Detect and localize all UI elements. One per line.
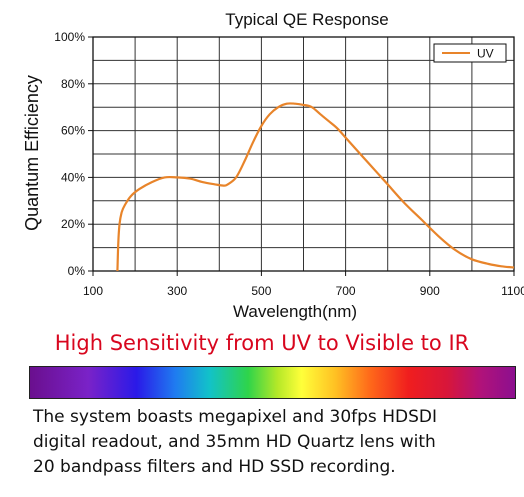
chart-legend: UV bbox=[433, 43, 507, 63]
qe-chart: Typical QE Response 0% 20% 40% 60% 80% 100% 10… bbox=[22, 10, 524, 321]
x-tick-label: 500 bbox=[251, 284, 271, 298]
description-line: 20 bandpass filters and HD SSD recording… bbox=[33, 457, 396, 477]
x-tick-label: 300 bbox=[167, 284, 187, 298]
series-line-uv bbox=[116, 102, 515, 272]
description-line: The system boasts megapixel and 30fps HD… bbox=[33, 407, 437, 427]
x-tick-label: 900 bbox=[420, 284, 440, 298]
y-tick-label: 80% bbox=[61, 77, 85, 91]
chart-axes: 0% 20% 40% 60% 80% 100% 100 300 500 700 900 1100 bbox=[54, 30, 524, 298]
description: The system boasts megapixel and 30fps HD… bbox=[33, 405, 523, 480]
y-axis-label: Quantum Efficiency bbox=[22, 75, 42, 231]
x-tick-label: 1100 bbox=[501, 284, 524, 298]
y-tick-label: 60% bbox=[61, 124, 85, 138]
y-tick-label: 0% bbox=[68, 264, 86, 278]
x-tick-label: 100 bbox=[83, 284, 103, 298]
chart-series bbox=[116, 102, 515, 272]
x-axis-label: Wavelength(nm) bbox=[233, 302, 357, 321]
x-tick-label: 700 bbox=[336, 284, 356, 298]
legend-label: UV bbox=[477, 47, 494, 61]
y-tick-label: 40% bbox=[61, 170, 85, 184]
chart-grid bbox=[93, 37, 514, 271]
spectrum-bar bbox=[29, 366, 516, 399]
headline: High Sensitivity from UV to Visible to I… bbox=[54, 331, 470, 355]
description-line: digital readout, and 35mm HD Quartz lens… bbox=[33, 432, 436, 452]
chart-title: Typical QE Response bbox=[225, 10, 388, 29]
y-tick-label: 20% bbox=[61, 217, 85, 231]
plot-frame bbox=[92, 36, 515, 272]
y-tick-label: 100% bbox=[54, 30, 85, 44]
